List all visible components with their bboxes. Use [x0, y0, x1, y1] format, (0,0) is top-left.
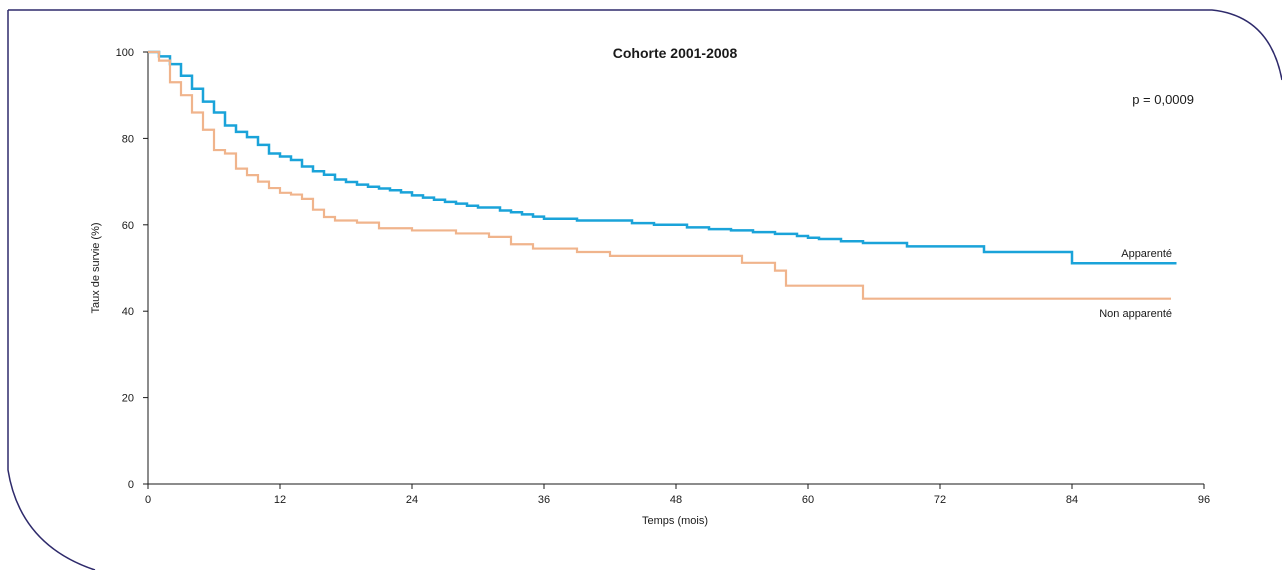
- x-tick-label: 96: [1198, 494, 1210, 506]
- x-tick-label: 0: [145, 494, 151, 506]
- chart-title: Cohorte 2001-2008: [613, 45, 738, 61]
- y-axis-title: Taux de survie (%): [90, 222, 102, 313]
- x-tick-label: 36: [538, 494, 550, 506]
- y-ticks: 0 20 40 60 80 100: [116, 47, 148, 491]
- series-line-non-apparente: [148, 50, 1171, 300]
- y-tick-label: 0: [128, 479, 134, 491]
- x-tick-label: 48: [670, 494, 682, 506]
- series-label-non-apparente: Non apparenté: [1099, 308, 1172, 320]
- y-tick-label: 20: [122, 393, 134, 405]
- y-tick-label: 40: [122, 306, 134, 318]
- series-lines: [148, 50, 1177, 300]
- x-ticks: 0 12 24 36 48 60 72 84 96: [145, 484, 1210, 506]
- x-tick-label: 60: [802, 494, 814, 506]
- series-line-apparente: [148, 50, 1177, 265]
- x-tick-label: 24: [406, 494, 418, 506]
- p-value-annotation: p = 0,0009: [1132, 92, 1194, 107]
- x-tick-label: 12: [274, 494, 286, 506]
- plot-area: 0 20 40 60 80 100 0 12 24 36 48 60 72 84 96 Cohorte 2…: [90, 45, 1210, 527]
- y-tick-label: 80: [122, 133, 134, 145]
- series-label-apparente: Apparenté: [1121, 248, 1172, 260]
- rounded-frame-border: [7, 9, 1282, 570]
- y-tick-label: 60: [122, 220, 134, 232]
- x-tick-label: 72: [934, 494, 946, 506]
- x-axis-title: Temps (mois): [642, 515, 708, 527]
- x-tick-label: 84: [1066, 494, 1078, 506]
- y-tick-label: 100: [116, 47, 134, 59]
